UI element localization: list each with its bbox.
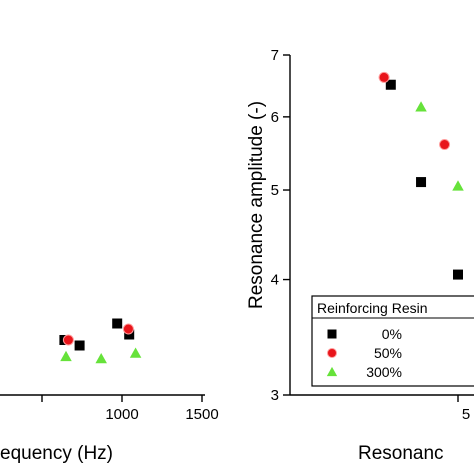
left-x-tick-label-1500: 1500 [185,406,218,423]
legend-label-0pct: 0% [382,326,402,342]
right-y-tick-label-5: 5 [271,182,279,199]
left-x-tick-label-1000: 1000 [105,406,138,423]
data-point-right-300pct [452,180,464,191]
data-point-left-300pct [60,350,72,362]
legend-label-50pct: 50% [374,345,402,361]
legend-entries: 0% 50% 300% [326,326,402,380]
data-point-left-0pct [124,329,135,340]
data-point-right-50pct [439,139,451,151]
data-point-left-300pct [129,347,142,358]
data-point-right-0pct [416,177,427,188]
right-y-tick-label-7: 7 [271,47,279,64]
right-panel: 3 4 5 6 7 5 Resonanc Resonance amplitude (-)… [246,47,474,464]
data-point-left-300pct [95,352,107,364]
legend: Reinforcing Resin 0% 50% 300% [311,295,474,387]
right-x-tick-label-5: 5 [462,406,470,423]
right-y-tick-label-6: 6 [271,109,279,126]
legend-title: Reinforcing Resin [317,300,428,316]
right-y-ticks: 3 4 5 6 7 [271,47,290,404]
right-y-axis-label: Resonance amplitude (-) [246,101,267,309]
legend-marker-300pct [326,366,338,377]
left-panel: 1000 1500 equency (Hz) [0,318,219,464]
legend-box [311,295,474,387]
left-data-marks [59,318,142,364]
data-point-right-0pct [453,269,463,280]
right-y-tick-label-4: 4 [271,272,279,289]
data-point-left-50pct [122,323,134,335]
legend-label-300pct: 300% [366,364,402,380]
data-point-right-0pct [385,79,396,90]
data-point-left-0pct [112,318,123,329]
right-y-tick-label-3: 3 [271,387,279,404]
left-x-axis-label: equency (Hz) [0,443,113,464]
right-x-axis-label: Resonanc [358,443,444,464]
legend-marker-0pct [327,329,337,339]
data-point-left-0pct [74,340,85,351]
data-point-left-50pct [62,334,74,346]
legend-marker-50pct [327,348,337,358]
data-point-right-50pct [378,71,390,83]
data-point-right-300pct [415,101,427,112]
right-data-marks [378,71,464,280]
